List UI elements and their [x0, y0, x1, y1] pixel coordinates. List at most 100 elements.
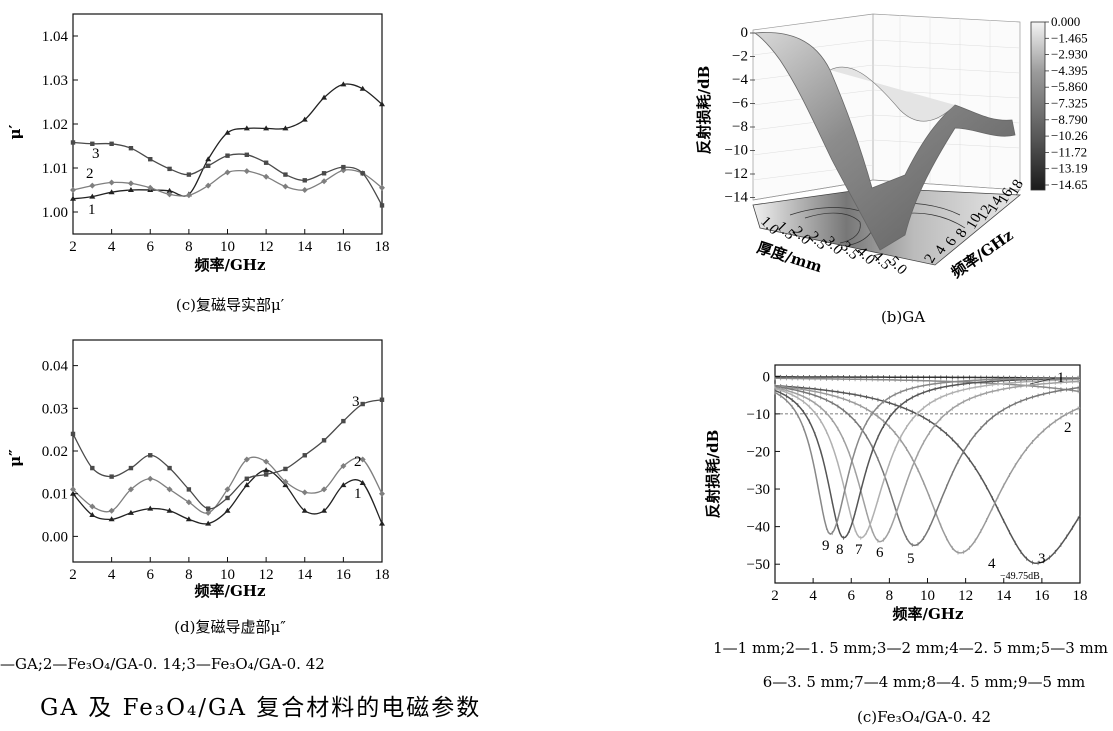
x-tick-label: 2: [771, 588, 779, 604]
colorbar-label: −13.19: [1051, 161, 1088, 176]
data-point-3: [70, 140, 76, 145]
rl-curve-9: [774, 376, 1081, 535]
data-point-2: [263, 458, 270, 465]
x-tick-label: 4: [809, 588, 817, 604]
data-point-3: [167, 465, 172, 471]
x-tick-label: 6: [147, 567, 155, 583]
mu-imag-ylabel: μ″: [6, 449, 24, 467]
y-tick-label: 0.01: [42, 487, 68, 503]
colorbar-label: −14.65: [1051, 177, 1088, 192]
colorbar-label: 0.000: [1051, 14, 1080, 29]
data-point-2: [127, 486, 134, 493]
data-point-2: [263, 173, 270, 180]
data-point-3: [244, 152, 250, 157]
mu-imag-chart: 123 2 4 6 8 10 12 14 16 180.000.010.020.030.04 频…: [0, 339, 390, 673]
data-point-1: [205, 156, 212, 162]
y-tick-label: 0.04: [42, 359, 69, 375]
colorbar: [1030, 21, 1046, 191]
data-point-1: [243, 482, 250, 488]
page-caption: GA 及 Fe₃O₄/GA 复合材料的电磁参数: [40, 695, 481, 721]
series-label-2: 2: [86, 166, 94, 182]
z-tick-label: −6: [732, 96, 748, 112]
z-tick-label: −4: [732, 72, 748, 88]
data-point-1: [224, 129, 231, 135]
y-tick-label: 0: [763, 369, 771, 385]
data-point-3: [302, 178, 307, 183]
data-point-1: [147, 505, 154, 511]
data-point-2: [379, 184, 385, 191]
rl-series-label-5: 5: [907, 551, 915, 567]
data-point-2: [321, 486, 328, 493]
data-point-3: [283, 172, 288, 177]
x-tick-label: 12: [259, 239, 274, 255]
z-tick-label: 0: [741, 25, 749, 41]
rl-series-label-9: 9: [822, 538, 830, 554]
data-point-3: [302, 453, 307, 458]
data-point-2: [243, 456, 250, 463]
rl-curve-3: [774, 384, 1081, 565]
data-point-3: [321, 171, 327, 176]
rl-annotation: −49.75dB: [1000, 571, 1040, 582]
x-tick-label: 2: [69, 567, 77, 583]
data-point-3: [379, 203, 385, 208]
series-line-2: [72, 456, 383, 514]
x-tick-label: 10: [920, 588, 935, 604]
series-label-3: 3: [92, 146, 100, 162]
y-tick-label: 0.00: [42, 529, 68, 545]
mu-real-chart: 123 2 4 6 8 10 12 14 16 181.001.011.021.031.04 频…: [6, 13, 390, 314]
data-point-3: [128, 465, 134, 471]
mu-real-ylabel: μ′: [6, 124, 24, 139]
mu-imag-xlabel: 频率/GHz: [195, 582, 266, 600]
data-point-1: [340, 81, 347, 87]
data-point-3: [263, 472, 269, 477]
data-point-2: [70, 187, 76, 193]
rl-series-label-3: 3: [1038, 551, 1046, 567]
rl-caption: (c)Fe₃O₄/GA-0. 42: [857, 708, 991, 726]
data-point-3: [90, 141, 95, 146]
mu-legend-note: —GA;2—Fe₃O₄/GA-0. 14;3—Fe₃O₄/GA-0. 42: [0, 655, 325, 673]
series-line-1: [72, 83, 383, 200]
x-tick-label: 10: [220, 239, 235, 255]
x-tick-label: 6: [848, 588, 856, 604]
data-point-2: [185, 192, 192, 199]
data-point-3: [341, 164, 346, 170]
data-point-3: [186, 172, 192, 177]
surface-caption: (b)GA: [881, 308, 925, 326]
data-point-2: [70, 486, 76, 493]
surface-sheet: [753, 32, 1016, 251]
data-point-1: [379, 101, 385, 107]
x-tick-label: 4: [108, 239, 116, 255]
z-tick-label: −12: [725, 166, 748, 182]
x-tick-label: 8: [185, 567, 193, 583]
data-point-3: [244, 476, 250, 481]
data-point-2: [147, 475, 154, 482]
series-label-1: 1: [354, 486, 362, 502]
y-tick-label: −40: [747, 520, 770, 536]
rl-curve-5: [774, 385, 1081, 547]
mu-imag-frame: [72, 339, 383, 563]
colorbar-label: −4.395: [1051, 63, 1088, 78]
rl-curve-8: [774, 377, 1080, 539]
data-point-2: [127, 180, 134, 187]
x-tick-label: 4: [108, 567, 116, 583]
data-point-2: [359, 456, 366, 463]
data-point-1: [70, 195, 76, 201]
data-point-3: [90, 465, 95, 471]
series-label-3: 3: [352, 394, 360, 410]
data-point-3: [360, 401, 365, 407]
data-point-1: [340, 482, 347, 488]
data-point-3: [109, 141, 114, 146]
data-point-3: [283, 466, 288, 472]
data-point-1: [359, 85, 366, 91]
z-tick-label: −14: [725, 190, 749, 206]
y-tick-label: −30: [747, 482, 770, 498]
rl-xlabel: 频率/GHz: [893, 605, 964, 623]
series-label-2: 2: [354, 454, 362, 470]
data-point-1: [301, 507, 308, 513]
rl-curve-7: [774, 378, 1081, 539]
rl-series-label-8: 8: [836, 542, 844, 558]
data-point-2: [321, 178, 328, 185]
data-point-2: [89, 182, 96, 189]
data-point-1: [127, 509, 134, 515]
data-point-2: [301, 187, 308, 193]
